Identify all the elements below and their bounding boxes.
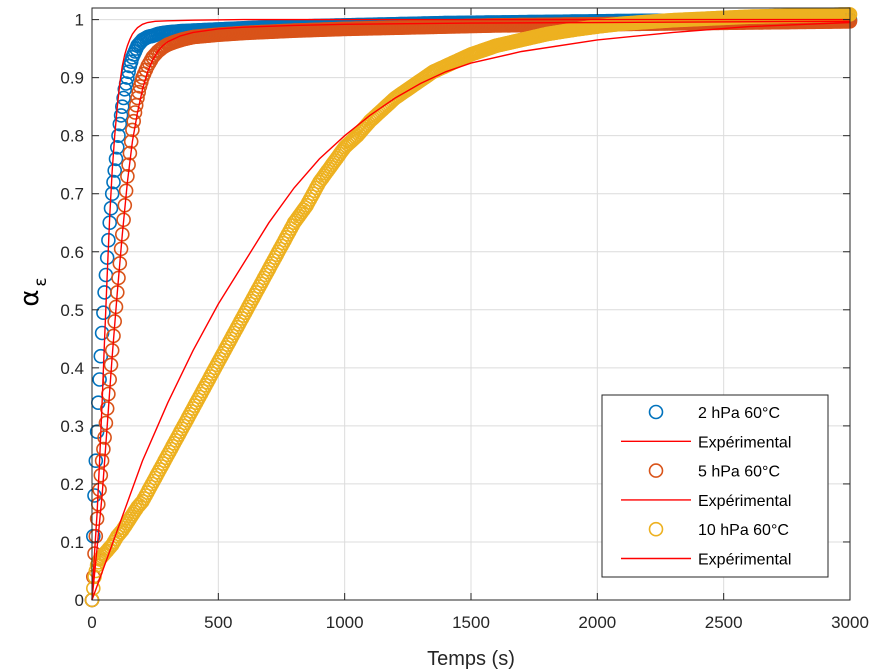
x-axis-title: Temps (s)	[427, 648, 515, 670]
data-point	[97, 430, 112, 445]
x-tick-label: 500	[204, 613, 232, 632]
data-point	[97, 285, 112, 300]
axis-ticks	[91, 8, 851, 601]
legend-label: 10 hPa 60°C	[698, 522, 789, 539]
data-point	[111, 128, 126, 143]
data-point	[107, 163, 122, 178]
data-point	[93, 467, 109, 483]
legend-label: Expérimental	[698, 434, 791, 451]
y-tick-label: 0.1	[60, 533, 84, 552]
y-axis-title: α ε	[15, 277, 51, 306]
data-point	[104, 186, 120, 201]
data-point	[88, 453, 104, 469]
data-point	[96, 305, 111, 321]
y-axis-title-symbol: α	[15, 289, 45, 306]
y-tick-label: 0.7	[60, 185, 84, 204]
data-point	[110, 140, 125, 155]
data-point	[93, 348, 109, 364]
y-tick-label: 0.6	[60, 243, 84, 262]
x-tick-label: 2500	[705, 613, 743, 632]
data-point	[108, 151, 124, 167]
legend-label: 2 hPa 60°C	[698, 405, 780, 422]
data-point	[94, 453, 110, 469]
x-tick-label: 2000	[578, 613, 616, 632]
legend-marker	[648, 463, 664, 478]
x-tick-label: 1500	[452, 613, 490, 632]
legend: 2 hPa 60°C Expérimental 5 hPa 60°C Expérime…	[601, 394, 829, 578]
data-point	[130, 90, 145, 106]
data-point	[92, 482, 107, 498]
y-tick-label: 0	[75, 591, 84, 610]
data-point	[99, 401, 115, 416]
series-line-5	[91, 21, 851, 601]
data-point	[101, 386, 116, 402]
y-axis-title-subscript: ε	[31, 277, 51, 286]
series-line-1	[91, 18, 850, 601]
data-point	[92, 372, 107, 387]
plot-series	[84, 7, 858, 608]
x-tick-label: 3000	[831, 613, 869, 632]
x-tick-label: 0	[87, 613, 96, 632]
x-tick-labels: 0 500 1000 1500 2000 2500 3000	[87, 613, 869, 632]
y-tick-label: 0.3	[60, 417, 84, 436]
y-tick-label: 0.2	[60, 475, 84, 494]
legend-label: Expérimental	[698, 552, 791, 569]
y-tick-label: 0.4	[60, 359, 84, 378]
data-point	[115, 99, 130, 114]
data-point	[96, 441, 111, 457]
y-tick-label: 0.5	[60, 301, 84, 320]
legend-marker	[648, 521, 664, 537]
data-point	[126, 113, 141, 129]
legend-box	[601, 394, 829, 578]
legend-label: Expérimental	[698, 493, 791, 510]
data-point	[106, 174, 121, 190]
legend-marker	[648, 404, 664, 420]
y-tick-label: 0.9	[60, 69, 84, 88]
data-point	[127, 105, 143, 120]
legend-label: 5 hPa 60°C	[698, 464, 780, 481]
y-tick-label: 1	[75, 11, 84, 30]
series-line-3	[91, 20, 851, 601]
data-point	[113, 108, 129, 123]
data-point	[98, 415, 114, 431]
data-point	[116, 90, 131, 106]
data-point	[98, 267, 114, 283]
data-point	[94, 325, 110, 341]
data-point	[125, 122, 140, 138]
y-tick-label: 0.8	[60, 127, 84, 146]
data-point	[112, 116, 128, 132]
x-tick-label: 1000	[326, 613, 364, 632]
data-point	[296, 202, 311, 217]
y-tick-labels: 0 0.1 0.2 0.3 0.4 0.5 0.6 0.7 0.8 0.9 1	[60, 11, 84, 610]
data-point	[131, 84, 146, 100]
